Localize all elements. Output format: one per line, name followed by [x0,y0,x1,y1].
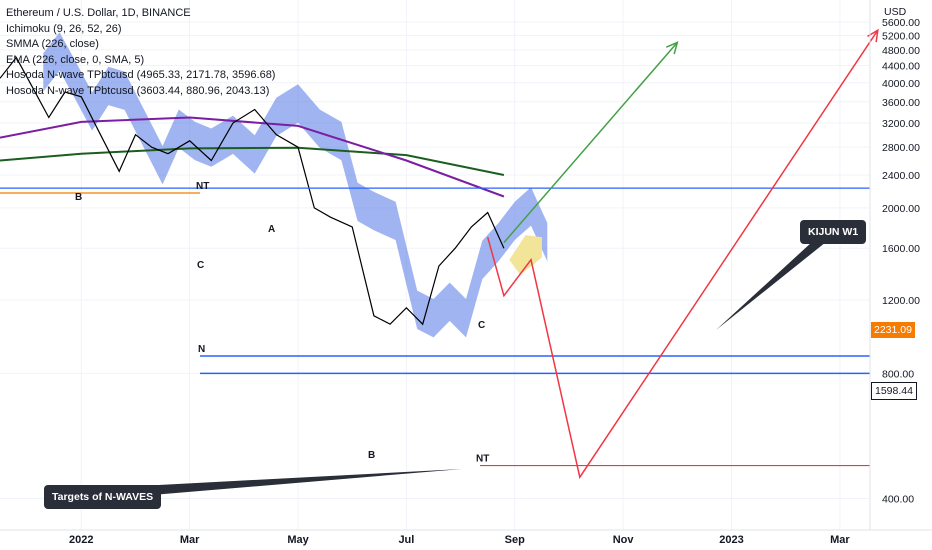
ichimoku-legend[interactable]: Ichimoku (9, 26, 52, 26) [6,22,122,35]
targets-callout[interactable]: Targets of N-WAVES [44,485,162,509]
price-tick-label: 4000.00 [882,78,920,90]
wave-a-label: A [268,224,275,235]
time-tick-label: May [287,534,309,546]
wave-b-label-2: B [368,450,375,461]
ichimoku-cloud [43,32,548,338]
price-tick-label: 2800.00 [882,142,920,154]
projection-arrows [140,28,879,496]
chart-legend: Ethereum / U.S. Dollar, 1D, BINANCE Ichi… [6,6,275,99]
price-unit-label: USD [884,6,907,18]
price-tick-label: 1600.00 [882,243,920,255]
nwave-legend-2[interactable]: Hosoda N-wave TPbtcusd (3603.44, 880.96,… [6,84,270,97]
time-tick-label: Nov [613,534,635,546]
price-tick-label: 1200.00 [882,295,920,307]
kumo-future [509,235,542,275]
bullish-arrow-head [666,41,679,55]
wave-c-label-1: C [197,260,204,271]
time-tick-label: Sep [505,534,525,546]
price-tick-label: 2000.00 [882,203,920,215]
kijun-w1-callout[interactable]: KIJUN W1 [800,220,867,244]
price-tick-label: 4400.00 [882,61,920,73]
kumo-cloud [43,32,548,338]
time-tick-label: 2023 [719,534,743,546]
price-tick-label: 4800.00 [882,45,920,57]
bearish-arrow [486,29,879,480]
smma-legend[interactable]: SMMA (226, close) [6,38,99,50]
wave-c-label-2: C [478,320,485,331]
bearish-arrow-head [867,28,879,43]
targets-callout-pointer [140,469,462,496]
bullish-arrow [503,42,678,244]
time-tick-label: 2022 [69,534,93,546]
last-price-tag: 1598.44 [871,382,917,400]
target-lines [0,187,870,467]
time-tick-label: Mar [180,534,200,546]
price-tick-label: 400.00 [882,494,914,506]
wave-labels: NT NT N A B B C C [75,181,489,465]
price-line [0,56,505,326]
time-tick-label: Jul [398,534,414,546]
price-axis: USD 400.00 800.00 1200.00 1600.00 2000.00 2400… [869,0,920,530]
nt-label-1: NT [196,181,209,192]
symbol-title[interactable]: Ethereum / U.S. Dollar, 1D, BINANCE [6,7,191,19]
nt-label-2: NT [476,454,489,465]
ema-line [0,146,505,176]
n-label: N [198,344,205,355]
nwave-legend-1[interactable]: Hosoda N-wave TPbtcusd (4965.33, 2171.78… [6,69,276,81]
indicator-lines [0,56,505,326]
wave-b-label-1: B [75,192,82,203]
price-tick-label: 2400.00 [882,170,920,182]
price-tick-label: 5200.00 [882,30,920,42]
ema-legend[interactable]: EMA (226, close, 0, SMA, 5) [6,53,145,66]
kijun-price-tag: 2231.09 [871,322,915,338]
price-tick-label: 5600.00 [882,17,920,29]
time-axis: 2022 Mar May Jul Sep Nov 2023 Mar [0,529,932,546]
kijun-callout-pointer [716,242,826,330]
price-tick-label: 3200.00 [882,118,920,130]
price-tick-label: 800.00 [882,368,914,380]
time-tick-label: Mar [830,534,850,546]
price-tick-label: 3600.00 [882,97,920,109]
smma-line [0,116,505,198]
